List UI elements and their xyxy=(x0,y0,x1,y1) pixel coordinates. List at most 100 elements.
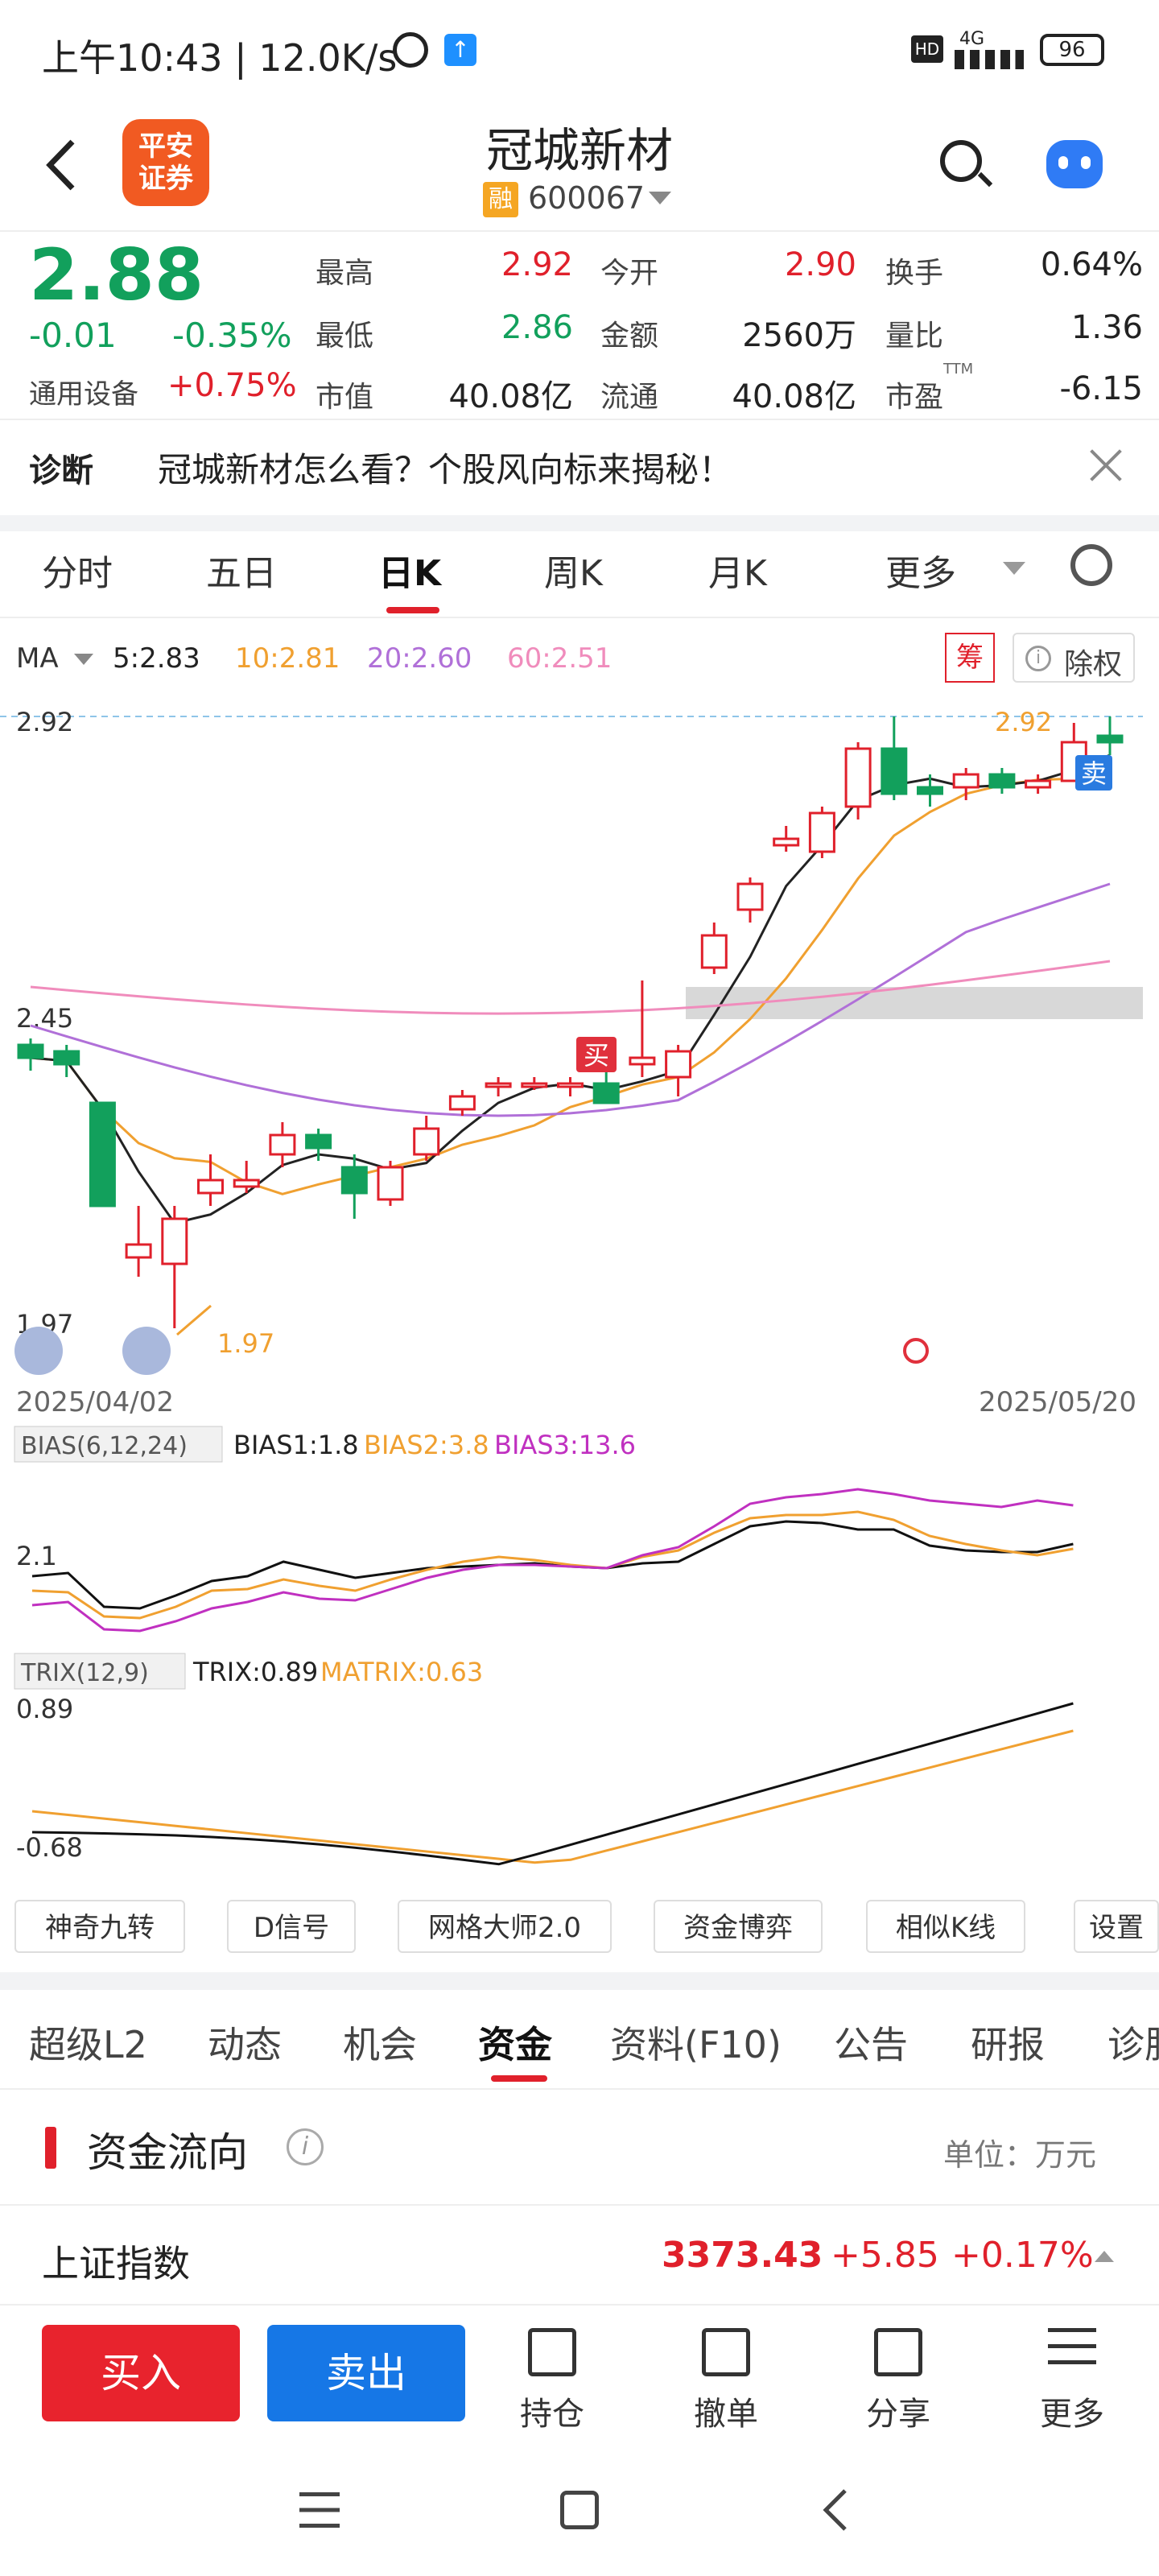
divider xyxy=(0,419,1159,420)
tab-0[interactable]: 分时 xyxy=(42,553,113,594)
diagnosis-bar[interactable] xyxy=(0,419,1159,515)
tool-button[interactable]: 神奇九转 xyxy=(14,1900,185,1953)
home-icon[interactable] xyxy=(560,2491,599,2529)
assistant-robot-icon[interactable] xyxy=(1046,140,1103,188)
candle-body xyxy=(629,1056,656,1066)
tab-3[interactable]: 周K xyxy=(544,553,603,594)
quote-value: 0.64% xyxy=(1040,246,1143,283)
tool-button[interactable]: 资金博弈 xyxy=(654,1900,823,1953)
fund-flow-title: 资金流向 xyxy=(87,2129,248,2176)
back-nav-icon[interactable] xyxy=(819,2487,852,2533)
bias2-value: BIAS2:3.8 xyxy=(364,1430,489,1460)
function-tab[interactable]: 资料(F10) xyxy=(610,2023,782,2066)
holdings-icon[interactable] xyxy=(528,2328,576,2376)
trix-selector xyxy=(14,1653,186,1690)
tool-button[interactable]: 相似K线 xyxy=(866,1900,1025,1953)
bias1-value: BIAS1:1.8 xyxy=(233,1430,359,1460)
function-tab[interactable]: 公告 xyxy=(834,2023,908,2066)
ma-dropdown-icon[interactable] xyxy=(74,654,93,665)
ex-rights-label: 除权 xyxy=(1064,648,1123,681)
price-label-mid: 2.45 xyxy=(16,1003,73,1034)
close-icon[interactable] xyxy=(1088,448,1124,483)
buy-button[interactable]: 买入 xyxy=(42,2325,240,2421)
divider xyxy=(0,2088,1159,2090)
trix-value: TRIX:0.89 xyxy=(192,1657,318,1687)
ma20-line xyxy=(30,882,1111,1117)
more-label[interactable]: 更多 xyxy=(1040,2396,1104,2433)
more-menu-icon[interactable] xyxy=(1048,2328,1096,2376)
divider xyxy=(0,2304,1159,2306)
alarm-icon xyxy=(393,32,428,68)
back-button[interactable] xyxy=(40,137,89,193)
menu-icon[interactable] xyxy=(299,2492,340,2528)
quote-label: 换手 xyxy=(885,257,944,290)
search-icon[interactable] xyxy=(940,140,982,182)
tab-2[interactable]: 日K xyxy=(378,553,442,594)
price-label-high: 2.92 xyxy=(16,707,73,737)
share-icon[interactable] xyxy=(874,2328,922,2376)
quote-label: 市盈 xyxy=(885,381,944,414)
tool-button[interactable]: 设置 xyxy=(1074,1900,1159,1953)
index-name[interactable]: 上证指数 xyxy=(42,2242,190,2285)
sell-button[interactable]: 卖出 xyxy=(267,2325,465,2421)
info-icon[interactable]: i xyxy=(287,2128,324,2165)
sector-name[interactable]: 通用设备 xyxy=(29,378,138,411)
candle-body xyxy=(413,1127,440,1156)
sell-signal-marker xyxy=(1075,755,1112,791)
function-tab[interactable]: 动态 xyxy=(208,2023,282,2066)
tab-4[interactable]: 月K xyxy=(708,553,767,594)
candle-body xyxy=(844,747,872,808)
candle-body xyxy=(305,1133,332,1150)
buy-signal-marker xyxy=(576,1037,617,1072)
status-time: 上午10:43 | 12.0K/s xyxy=(42,36,398,80)
candle-body xyxy=(53,1050,80,1066)
function-tab[interactable]: 资金 xyxy=(478,2023,552,2066)
stock-code[interactable]: 600067 xyxy=(528,180,645,216)
tab-5[interactable]: 更多 xyxy=(885,553,956,594)
index-change: +5.85 xyxy=(831,2235,939,2276)
sector-change: +0.75% xyxy=(167,367,297,404)
function-tab[interactable]: 机会 xyxy=(343,2023,417,2066)
buy-signal-label: 买 xyxy=(584,1040,609,1071)
candle-body xyxy=(269,1133,296,1156)
tab-1[interactable]: 五日 xyxy=(206,553,277,594)
code-dropdown-icon[interactable] xyxy=(649,192,671,204)
cancel-order-icon[interactable] xyxy=(702,2328,750,2376)
ex-rights-button[interactable]: i 除权 xyxy=(1013,633,1135,683)
more-dropdown-icon[interactable] xyxy=(1003,562,1025,575)
signal-icon xyxy=(955,50,1024,69)
candle-body xyxy=(665,1050,692,1079)
diagnosis-text[interactable]: 冠城新材怎么看？个股风向标来揭秘！ xyxy=(158,450,733,489)
holdings-label[interactable]: 持仓 xyxy=(520,2396,584,2433)
trix-label: TRIX(12,9) xyxy=(20,1659,149,1687)
trix-chart[interactable]: TRIX(12,9) TRIX:0.89 MATRIX:0.63 0.89 -0.68 xyxy=(0,1650,1159,1884)
function-tab[interactable]: 诊股 xyxy=(1107,2023,1159,2066)
candle-body xyxy=(808,811,835,853)
candle-body xyxy=(161,1217,188,1265)
tool-button[interactable]: 网格大师2.0 xyxy=(398,1900,612,1953)
candle-body xyxy=(17,1043,44,1059)
chevron-left-icon xyxy=(46,139,75,191)
bias-chart[interactable]: BIAS(6,12,24) BIAS1:1.8 BIAS2:3.8 BIAS3:13.… xyxy=(0,1423,1159,1633)
function-tab[interactable]: 研报 xyxy=(971,2023,1045,2066)
active-tab-indicator xyxy=(386,607,439,613)
trix-top-label: 0.89 xyxy=(16,1694,73,1724)
ma-label[interactable]: MA xyxy=(16,642,59,675)
chip-button[interactable]: 筹 xyxy=(945,633,995,683)
function-tab[interactable]: 超级L2 xyxy=(29,2023,147,2066)
pe-ttm-label: TTM xyxy=(943,361,974,378)
matrix-value: MATRIX:0.63 xyxy=(320,1657,483,1687)
tool-button[interactable]: D信号 xyxy=(227,1900,356,1953)
candle-body xyxy=(1025,779,1052,789)
date-start: 2025/04/02 xyxy=(16,1386,174,1418)
quote-value: 1.36 xyxy=(1070,309,1143,346)
quote-label: 量比 xyxy=(885,320,944,353)
quote-label: 今开 xyxy=(600,257,659,290)
candle-body xyxy=(233,1179,260,1188)
share-label[interactable]: 分享 xyxy=(866,2396,930,2433)
gear-icon[interactable] xyxy=(1070,544,1112,586)
chevron-up-icon[interactable] xyxy=(1095,2251,1114,2262)
candle-body xyxy=(592,1082,620,1104)
cancel-order-label[interactable]: 撤单 xyxy=(694,2396,758,2433)
